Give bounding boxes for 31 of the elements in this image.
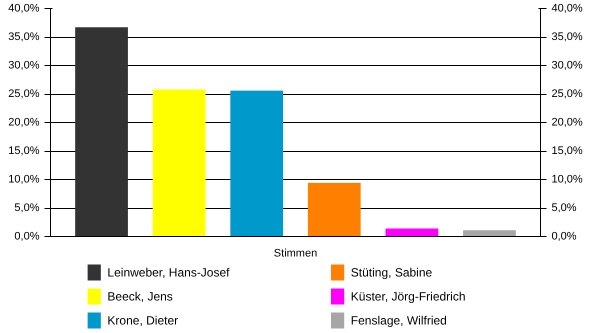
text: 35,0%	[552, 31, 583, 43]
text: 25,0%	[552, 88, 583, 100]
bar	[75, 27, 128, 236]
bar	[308, 182, 361, 236]
y-tick-label: 20,0%	[8, 116, 40, 128]
y-tick-label: 10,0%	[8, 174, 40, 186]
legend-label: Leinweber, Hans-Josef	[107, 266, 230, 280]
y-tick-label: 15,0%	[8, 145, 40, 157]
legend-label: Fenslage, Wilfried	[350, 314, 447, 328]
y-tick-label: 0,0%	[14, 230, 40, 242]
text: 30,0%	[552, 60, 583, 72]
y-tick-label: 30,0%	[8, 60, 40, 72]
text: 15,0%	[552, 145, 583, 157]
legend-label: Küster, Jörg-Friedrich	[350, 290, 466, 304]
bar	[463, 230, 516, 236]
text: 5,0%	[552, 202, 577, 214]
bar	[385, 228, 438, 236]
text: 10,0%	[552, 174, 583, 186]
x-tick-label: Stimmen	[274, 248, 318, 260]
legend-label: Krone, Dieter	[107, 314, 178, 328]
legend-label: Stüting, Sabine	[350, 266, 433, 280]
text: 0,0%	[552, 230, 577, 242]
y-tick-label: 40,0%	[8, 2, 40, 14]
y-tick-label: 25,0%	[8, 88, 40, 100]
bar	[230, 90, 284, 236]
legend-label: Beeck, Jens	[107, 290, 173, 304]
y-tick-label: 35,0%	[8, 31, 40, 43]
y-tick-label: 5,0%	[14, 202, 40, 214]
text: 40,0%	[552, 2, 583, 14]
text: 20,0%	[552, 116, 583, 128]
bar	[152, 89, 206, 236]
